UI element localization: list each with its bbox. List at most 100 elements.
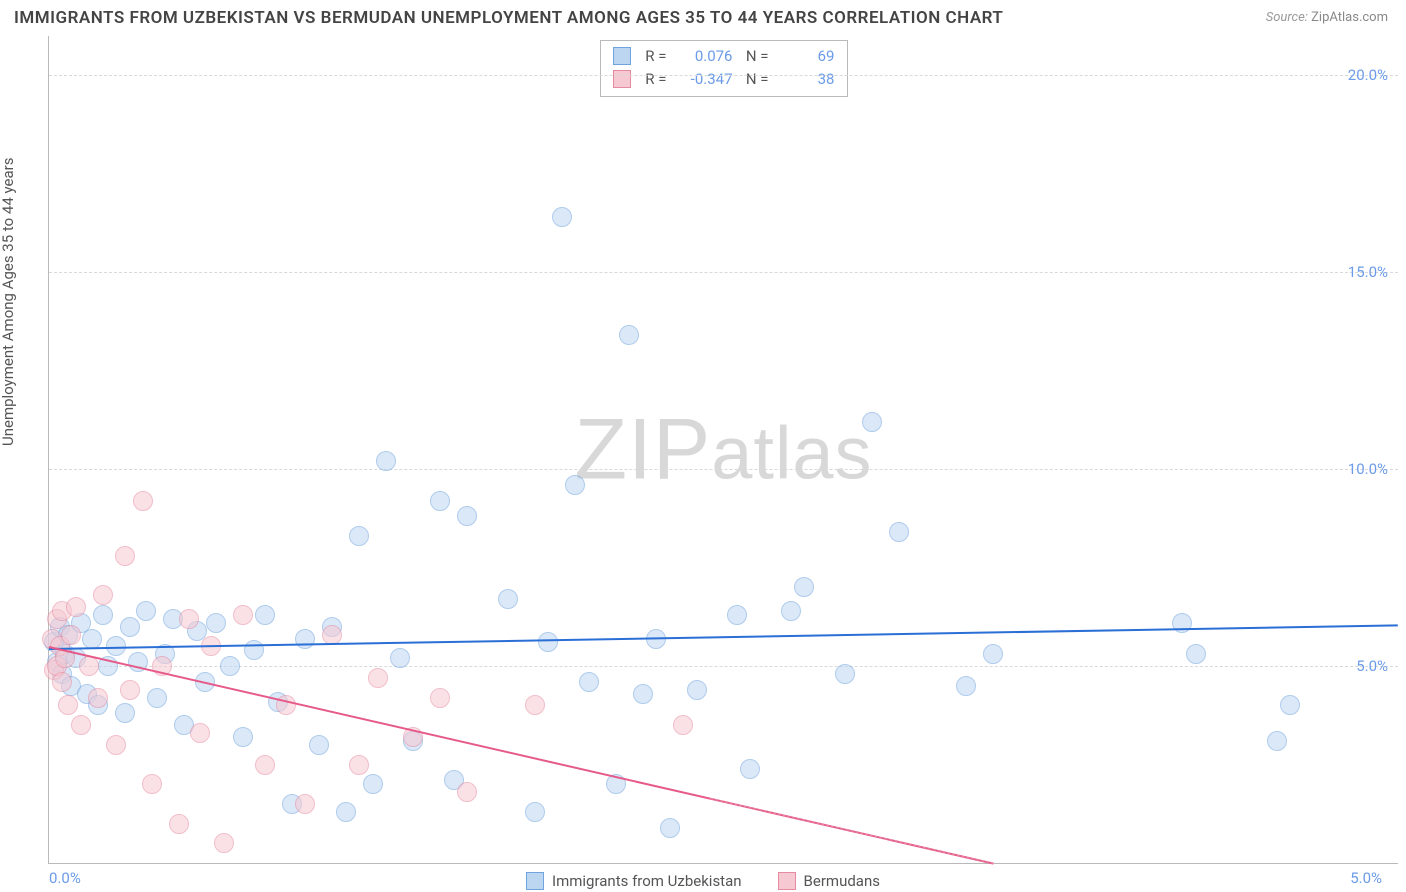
data-point-bermudans [88, 688, 108, 708]
data-point-uzbekistan [376, 451, 396, 471]
data-point-uzbekistan [1267, 731, 1287, 751]
data-point-uzbekistan [457, 506, 477, 526]
y-tick-label: 20.0% [1348, 66, 1388, 84]
y-axis-label: Unemployment Among Ages 35 to 44 years [0, 158, 17, 446]
data-point-uzbekistan [115, 703, 135, 723]
data-point-uzbekistan [889, 522, 909, 542]
stat-r-value-bermudans: -0.347 [677, 68, 733, 91]
data-point-uzbekistan [147, 688, 167, 708]
data-point-bermudans [233, 605, 253, 625]
data-point-uzbekistan [206, 613, 226, 633]
data-point-uzbekistan [1280, 695, 1300, 715]
stat-r-label: R = [641, 68, 667, 91]
gridline [49, 666, 1398, 667]
y-tick-label: 10.0% [1348, 460, 1388, 478]
watermark: ZIPatlas [574, 400, 872, 499]
legend-item-uzbekistan: Immigrants from Uzbekistan [526, 872, 742, 890]
gridline [49, 75, 1398, 76]
data-point-uzbekistan [220, 656, 240, 676]
data-point-bermudans [430, 688, 450, 708]
source-value: ZipAtlas.com [1311, 10, 1388, 25]
data-point-uzbekistan [309, 735, 329, 755]
data-point-uzbekistan [983, 644, 1003, 664]
data-point-bermudans [457, 782, 477, 802]
stat-r-label: R = [641, 45, 667, 68]
legend-label-bermudans: Bermudans [804, 872, 880, 890]
x-tick-min: 0.0% [49, 869, 81, 887]
stats-legend: R = 0.076 N = 69 R = -0.347 N = 38 [600, 40, 848, 97]
data-point-uzbekistan [255, 605, 275, 625]
data-point-bermudans [673, 715, 693, 735]
stat-n-label: N = [743, 45, 769, 68]
swatch-uzbekistan [613, 47, 631, 65]
data-point-bermudans [349, 755, 369, 775]
data-point-bermudans [71, 715, 91, 735]
swatch-bermudans [778, 872, 796, 890]
data-point-bermudans [106, 735, 126, 755]
stats-row-uzbekistan: R = 0.076 N = 69 [613, 45, 835, 68]
data-point-bermudans [133, 491, 153, 511]
data-point-uzbekistan [727, 605, 747, 625]
data-point-bermudans [142, 774, 162, 794]
series-legend: Immigrants from Uzbekistan Bermudans [526, 872, 880, 890]
data-point-bermudans [61, 625, 81, 645]
chart-plot-area: ZIPatlas R = 0.076 N = 69 R = -0.347 N =… [48, 36, 1398, 864]
data-point-uzbekistan [1186, 644, 1206, 664]
data-point-uzbekistan [120, 617, 140, 637]
gridline [49, 469, 1398, 470]
data-point-uzbekistan [633, 684, 653, 704]
data-point-uzbekistan [565, 475, 585, 495]
data-point-uzbekistan [835, 664, 855, 684]
data-point-uzbekistan [233, 727, 253, 747]
data-point-bermudans [52, 672, 72, 692]
trendline-dash-bermudans [710, 798, 994, 864]
data-point-uzbekistan [579, 672, 599, 692]
data-point-bermudans [322, 625, 342, 645]
chart-title: IMMIGRANTS FROM UZBEKISTAN VS BERMUDAN U… [14, 8, 1003, 28]
data-point-bermudans [295, 794, 315, 814]
data-point-bermudans [368, 668, 388, 688]
stat-n-value-bermudans: 38 [779, 68, 835, 91]
gridline [49, 272, 1398, 273]
data-point-uzbekistan [349, 526, 369, 546]
data-point-uzbekistan [336, 802, 356, 822]
data-point-uzbekistan [660, 818, 680, 838]
data-point-bermudans [169, 814, 189, 834]
source-label: Source: [1266, 10, 1308, 25]
legend-item-bermudans: Bermudans [778, 872, 880, 890]
data-point-uzbekistan [552, 207, 572, 227]
data-point-uzbekistan [525, 802, 545, 822]
data-point-uzbekistan [862, 412, 882, 432]
swatch-uzbekistan [526, 872, 544, 890]
x-tick-max: 5.0% [1350, 869, 1382, 887]
data-point-uzbekistan [82, 629, 102, 649]
data-point-bermudans [190, 723, 210, 743]
data-point-uzbekistan [956, 676, 976, 696]
data-point-uzbekistan [363, 774, 383, 794]
stat-n-label: N = [743, 68, 769, 91]
data-point-bermudans [93, 585, 113, 605]
data-point-uzbekistan [781, 601, 801, 621]
data-point-uzbekistan [390, 648, 410, 668]
swatch-bermudans [613, 70, 631, 88]
data-point-bermudans [214, 833, 234, 853]
data-point-bermudans [120, 680, 140, 700]
data-point-uzbekistan [794, 577, 814, 597]
stat-n-value-uzbekistan: 69 [779, 45, 835, 68]
data-point-bermudans [179, 609, 199, 629]
y-tick-label: 5.0% [1356, 657, 1388, 675]
data-point-uzbekistan [687, 680, 707, 700]
stats-row-bermudans: R = -0.347 N = 38 [613, 68, 835, 91]
stat-r-value-uzbekistan: 0.076 [677, 45, 733, 68]
data-point-uzbekistan [619, 325, 639, 345]
source-attribution: Source: ZipAtlas.com [1266, 10, 1388, 25]
data-point-uzbekistan [93, 605, 113, 625]
data-point-uzbekistan [740, 759, 760, 779]
data-point-bermudans [115, 546, 135, 566]
data-point-bermudans [58, 695, 78, 715]
data-point-uzbekistan [498, 589, 518, 609]
data-point-uzbekistan [136, 601, 156, 621]
legend-label-uzbekistan: Immigrants from Uzbekistan [552, 872, 742, 890]
data-point-uzbekistan [538, 632, 558, 652]
data-point-bermudans [66, 597, 86, 617]
